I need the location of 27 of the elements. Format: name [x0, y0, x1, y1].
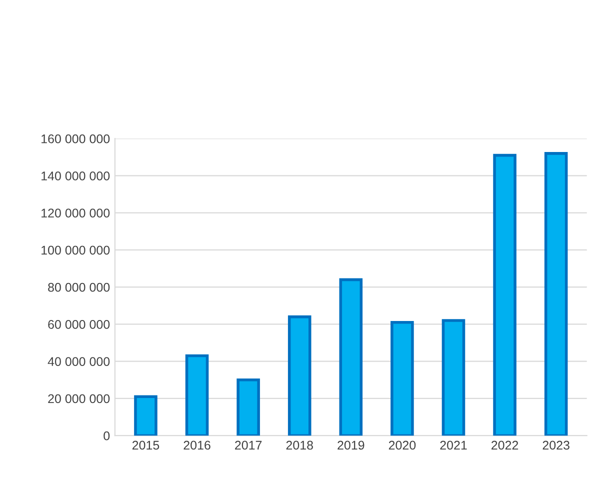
y-tick-label: 160 000 000: [42, 134, 110, 144]
bar: [493, 154, 516, 436]
bar: [442, 319, 466, 436]
y-tick-label: 80 000 000: [48, 282, 110, 292]
x-tick-label: 2020: [388, 440, 416, 450]
x-tick-label: 2016: [184, 440, 210, 450]
y-tick-label: 140 000 000: [42, 172, 110, 180]
bar: [339, 278, 363, 436]
y-tick-label: 0: [104, 431, 110, 440]
x-tick-label: 2015: [132, 440, 160, 450]
y-tick-label: 60 000 000: [48, 320, 110, 329]
x-tick-label: 2018: [286, 440, 313, 450]
x-tick-label: 2021: [440, 440, 467, 450]
bar: [236, 378, 260, 436]
y-tick-label: 120 000 000: [42, 208, 110, 218]
y-tick-label: 40 000 000: [48, 357, 110, 366]
bar: [185, 354, 209, 436]
x-tick-label: 2022: [492, 440, 518, 450]
x-tick-label: 2019: [338, 440, 364, 450]
x-tick-label: 2017: [235, 440, 262, 450]
bar: [288, 315, 312, 436]
y-tick-label: 20 000 000: [48, 394, 110, 404]
y-tick-label: 100 000 000: [42, 246, 110, 255]
bar: [544, 152, 568, 436]
x-tick-label: 2023: [542, 440, 570, 450]
bar: [390, 320, 414, 436]
bar: [134, 395, 158, 436]
